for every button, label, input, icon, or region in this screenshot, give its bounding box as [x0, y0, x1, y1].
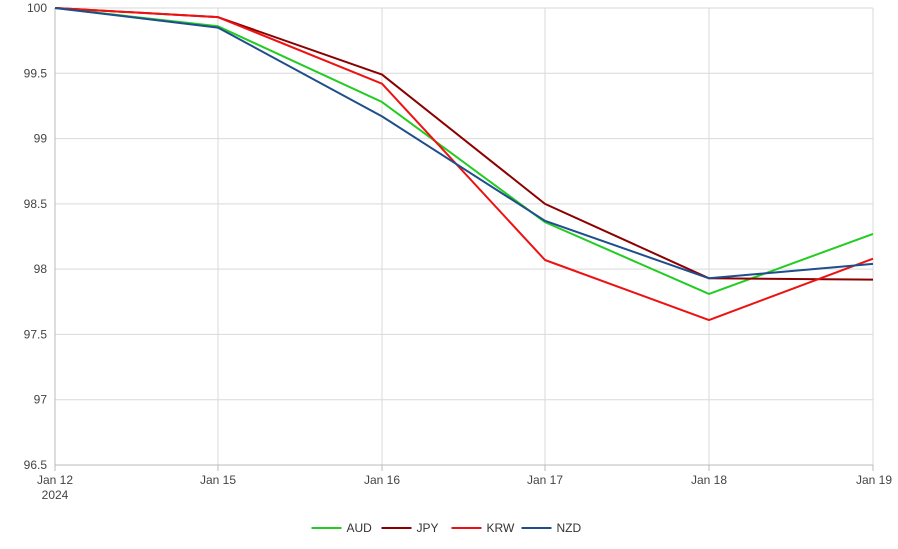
legend[interactable]: AUD JPY KRW NZD	[311, 521, 582, 535]
y-tick-label: 97.5	[24, 327, 48, 341]
y-tick-label: 99	[34, 132, 48, 146]
series-line-aud	[54, 7, 874, 295]
legend-item-aud[interactable]: AUD	[311, 521, 373, 535]
y-tick-label: 97	[34, 393, 48, 407]
x-tick-label: Jan 18	[691, 473, 727, 487]
series-lines	[54, 7, 874, 322]
grid-lines	[54, 7, 874, 466]
legend-label: KRW	[487, 521, 515, 535]
y-tick-label: 98	[34, 262, 48, 276]
x-tick-label: Jan 12	[37, 473, 73, 487]
y-axis-ticks: 96.5 97 97.5 98 98.5 99 99.5 100	[24, 1, 48, 472]
y-tick-label: 96.5	[24, 458, 48, 472]
legend-item-nzd[interactable]: NZD	[521, 521, 582, 535]
legend-label: JPY	[417, 521, 439, 535]
legend-item-jpy[interactable]: JPY	[381, 521, 439, 535]
x-tick-sublabel: 2024	[42, 488, 69, 502]
y-tick-label: 99.5	[24, 66, 48, 80]
x-tick-label: Jan 15	[200, 473, 236, 487]
x-tick-label: Jan 17	[527, 473, 563, 487]
y-tick-label: 100	[27, 1, 47, 15]
x-tick-label: Jan 19	[856, 473, 892, 487]
axes	[54, 8, 873, 466]
y-tick-label: 98.5	[24, 197, 48, 211]
legend-label: NZD	[557, 521, 582, 535]
series-line-krw	[54, 7, 874, 322]
x-tick-label: Jan 16	[364, 473, 400, 487]
series-line-jpy	[54, 7, 874, 281]
series-line-nzd	[54, 7, 874, 280]
legend-label: AUD	[347, 521, 373, 535]
legend-item-krw[interactable]: KRW	[451, 521, 515, 535]
